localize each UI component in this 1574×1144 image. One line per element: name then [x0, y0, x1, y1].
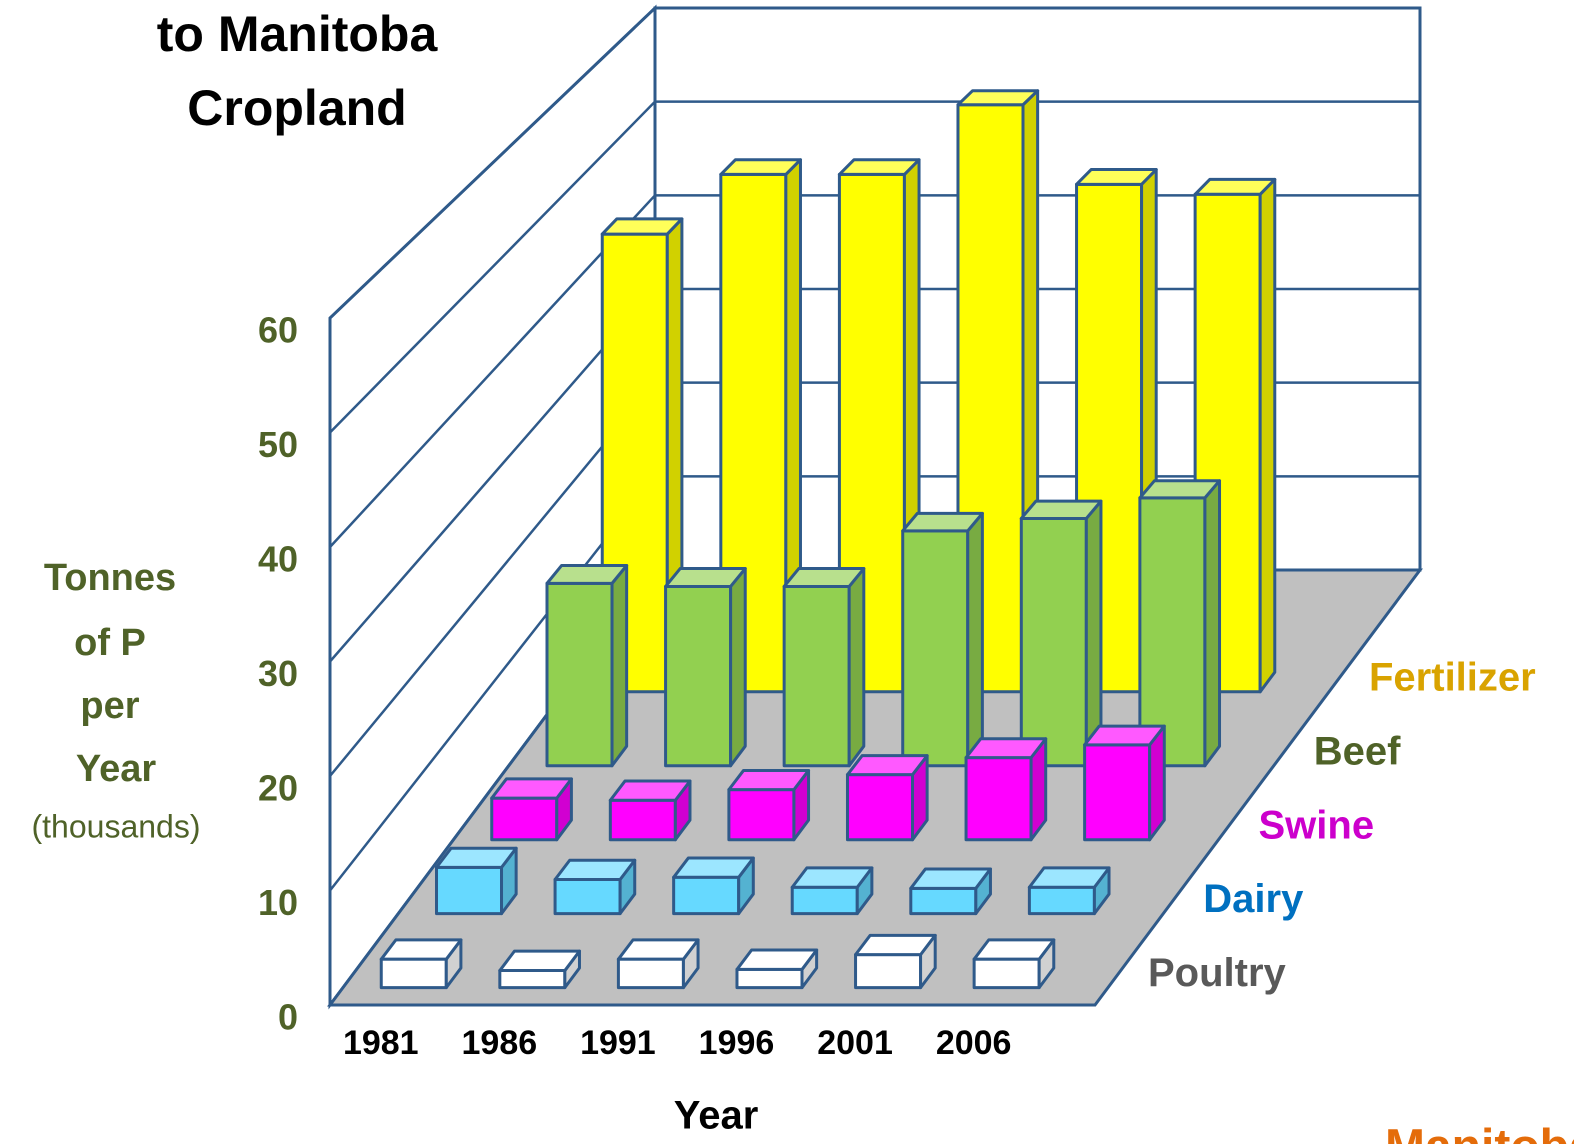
y-tick-label: 0 — [278, 997, 298, 1038]
y-tick-label: 40 — [258, 539, 298, 580]
bar-front — [490, 796, 559, 842]
bar-top — [790, 866, 874, 889]
legend-label: Dairy — [1203, 877, 1304, 921]
bar-top — [854, 933, 937, 957]
bar-top — [664, 567, 747, 588]
y-tick-label: 50 — [258, 424, 298, 465]
bar-top — [909, 867, 992, 890]
bar-top — [1019, 499, 1103, 520]
legend-label: Swine — [1259, 803, 1375, 847]
y-tick-label: 20 — [258, 768, 298, 809]
legend-label: Poultry — [1148, 951, 1287, 995]
bar-front — [790, 885, 859, 916]
chart-title: Cropland — [187, 80, 406, 136]
bar-top — [782, 567, 866, 588]
bar-top — [498, 949, 581, 973]
bar-front — [672, 875, 741, 916]
chart-title: to Manitoba — [157, 6, 439, 62]
bar-front — [553, 878, 622, 916]
bar-top — [545, 563, 629, 585]
bar-side — [1203, 479, 1222, 768]
bar-front — [845, 773, 914, 842]
y-axis-label: per — [80, 685, 139, 727]
x-tick-label: 1996 — [699, 1024, 775, 1062]
bar-top — [1193, 177, 1277, 196]
bar-top — [735, 948, 819, 971]
bar-top — [1027, 866, 1111, 889]
bar-top — [972, 938, 1056, 961]
bar-top — [837, 158, 921, 176]
y-axis-label: Tonnes — [44, 557, 176, 599]
bar-top — [1138, 479, 1222, 500]
y-tick-label: 60 — [258, 310, 298, 351]
bar-front — [1027, 885, 1096, 916]
bar-front — [664, 584, 733, 768]
y-axis-label: of P — [74, 622, 146, 664]
x-axis-label: Year — [674, 1094, 759, 1138]
bar-top — [672, 856, 755, 879]
bar-side — [610, 563, 629, 768]
bar-top — [727, 768, 811, 792]
legend-label: Fertilizer — [1369, 655, 1536, 699]
bar-top — [845, 754, 929, 777]
bar-front — [964, 756, 1033, 842]
x-tick-label: 1986 — [462, 1024, 538, 1062]
bar-top — [956, 89, 1040, 107]
bar-front — [727, 788, 796, 842]
bar-top — [1075, 168, 1158, 186]
bar-front — [545, 581, 614, 768]
x-tick-label: 2001 — [817, 1024, 893, 1062]
legend-label: Beef — [1314, 729, 1401, 773]
bar-top — [964, 737, 1048, 760]
bar-front — [735, 967, 804, 990]
grid-line — [329, 6, 1420, 319]
bar-front — [379, 957, 448, 990]
bar-top — [553, 858, 637, 882]
y-tick-label: 30 — [258, 653, 298, 694]
bar-top — [1083, 724, 1166, 747]
y-axis-unit: (thousands) — [32, 808, 201, 844]
y-tick-label: 10 — [258, 882, 298, 923]
bar-front — [854, 953, 923, 990]
bar-top — [435, 846, 518, 869]
bar-top — [600, 217, 684, 236]
bar-side — [1258, 177, 1277, 694]
bar-front — [608, 798, 677, 842]
grid-line — [329, 194, 1420, 548]
bar-front — [498, 969, 567, 990]
x-tick-label: 1991 — [580, 1024, 656, 1062]
bar-front — [972, 957, 1041, 990]
bar-front — [1083, 743, 1152, 842]
bar-side — [847, 567, 866, 768]
bar-top — [901, 511, 984, 533]
bar-top — [616, 938, 700, 961]
bar-top — [379, 938, 463, 961]
bar-top — [719, 158, 802, 176]
bar-front — [782, 584, 851, 768]
bar-top — [608, 779, 692, 802]
bar-front — [901, 529, 970, 768]
x-tick-label: 2006 — [936, 1024, 1012, 1062]
grid-line — [329, 100, 1420, 434]
y-axis-label: Year — [76, 748, 157, 790]
bar-front — [435, 865, 504, 916]
bar-top — [490, 777, 573, 800]
logo: Manitoba — [1385, 1121, 1574, 1144]
bar-front — [909, 886, 978, 916]
bar-side — [966, 511, 984, 768]
bar-front — [1019, 516, 1088, 768]
bar-front — [616, 957, 685, 990]
bar-side — [729, 567, 747, 768]
x-tick-label: 1981 — [343, 1024, 419, 1062]
